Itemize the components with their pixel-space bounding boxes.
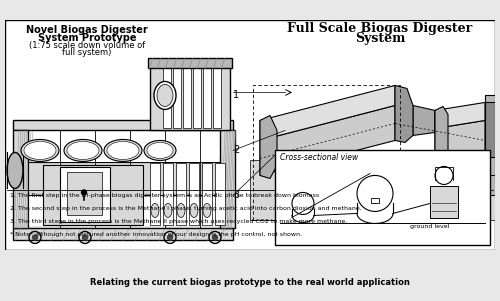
Bar (13, 120, 233, 130)
Bar (163, 163, 173, 225)
Bar (275, 150, 490, 245)
Bar (166, 163, 199, 194)
Bar (215, 163, 225, 225)
Bar (43, 166, 143, 225)
Bar (183, 67, 191, 129)
Bar (213, 67, 221, 129)
Ellipse shape (64, 139, 102, 161)
Ellipse shape (147, 142, 173, 158)
Ellipse shape (67, 141, 99, 160)
Bar (150, 65, 230, 130)
Text: 2. The second step in the process is the Methane I phase, turning acetic acid in: 2. The second step in the process is the… (10, 206, 362, 211)
Text: Relating the current biogas prototype to the real world application: Relating the current biogas prototype to… (90, 278, 410, 287)
Ellipse shape (190, 203, 198, 217)
Ellipse shape (203, 203, 211, 217)
Bar (176, 163, 186, 225)
Ellipse shape (154, 82, 176, 110)
Bar (131, 163, 164, 194)
Polygon shape (260, 116, 277, 178)
Bar (485, 95, 495, 195)
Bar (193, 67, 201, 129)
Bar (96, 163, 129, 194)
Bar (29, 197, 59, 228)
Bar (131, 197, 164, 228)
Bar (430, 186, 458, 219)
Bar (96, 197, 129, 228)
Ellipse shape (104, 139, 142, 161)
Circle shape (32, 235, 38, 240)
Text: Full Scale Biogas Digester: Full Scale Biogas Digester (288, 23, 472, 36)
Circle shape (168, 235, 172, 240)
Ellipse shape (24, 141, 56, 160)
Bar (67, 172, 102, 216)
Ellipse shape (151, 203, 159, 217)
Circle shape (82, 235, 87, 240)
Bar (203, 67, 211, 129)
Ellipse shape (144, 141, 176, 160)
Bar (148, 58, 232, 68)
Ellipse shape (21, 139, 59, 161)
Text: (1:75 scale down volume of: (1:75 scale down volume of (29, 42, 145, 51)
Bar (61, 163, 94, 194)
Bar (202, 163, 212, 225)
Bar (201, 163, 219, 194)
Polygon shape (395, 85, 413, 142)
Polygon shape (435, 102, 485, 129)
Bar (166, 197, 199, 228)
Text: 1. The first step in the tri-phase biogas digester system is an Acidic phase to : 1. The first step in the tri-phase bioga… (10, 194, 319, 198)
Text: Novel Biogas Digester: Novel Biogas Digester (26, 26, 148, 36)
Polygon shape (260, 105, 395, 175)
Text: ground level: ground level (408, 178, 452, 185)
Text: Cross-sectional view: Cross-sectional view (280, 154, 358, 163)
Bar (29, 163, 59, 194)
Bar (60, 167, 110, 222)
Polygon shape (260, 85, 395, 141)
Text: System Prototype: System Prototype (38, 33, 136, 43)
Text: 3: 3 (233, 191, 239, 200)
Polygon shape (413, 105, 435, 135)
Bar (150, 163, 160, 225)
Ellipse shape (7, 152, 23, 188)
Polygon shape (435, 107, 448, 169)
Polygon shape (250, 160, 495, 220)
Ellipse shape (157, 85, 173, 107)
Bar (189, 163, 199, 225)
Text: ground level: ground level (410, 225, 450, 229)
Bar (13, 130, 28, 228)
Ellipse shape (164, 203, 172, 217)
Bar (61, 197, 94, 228)
Bar (201, 197, 219, 228)
Bar (173, 67, 181, 129)
Text: * Note* although not pictured another innovation of our design is the pH control: * Note* although not pictured another in… (10, 232, 302, 237)
Circle shape (212, 235, 218, 240)
Polygon shape (485, 102, 495, 157)
Bar (13, 228, 233, 240)
Bar (371, 198, 379, 203)
Text: 3. The third stage in the process is the Methane II phase which uses recycled CO: 3. The third stage in the process is the… (10, 219, 347, 225)
Text: 1: 1 (233, 90, 239, 101)
Ellipse shape (107, 141, 139, 160)
Bar (163, 67, 171, 129)
Text: full system): full system) (62, 48, 112, 57)
Text: System: System (355, 33, 405, 45)
Bar (220, 130, 235, 228)
Polygon shape (435, 120, 485, 166)
Ellipse shape (177, 203, 185, 217)
Circle shape (82, 190, 86, 195)
Text: 2: 2 (233, 145, 239, 155)
